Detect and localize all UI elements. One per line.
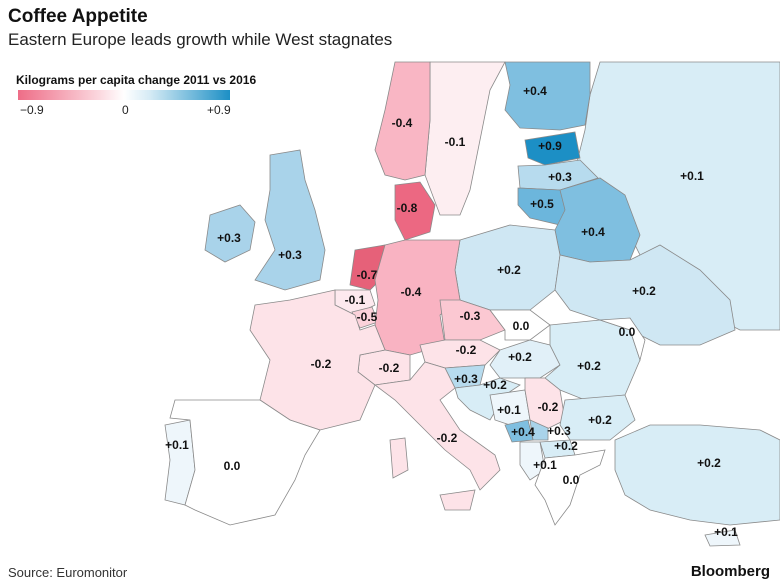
label-lithuania: +0.5: [530, 197, 554, 211]
label-russia: +0.1: [680, 169, 704, 183]
label-moldova: 0.0: [619, 325, 636, 339]
country-bulgaria[interactable]: [559, 394, 636, 441]
label-croatia: +0.2: [483, 378, 507, 392]
country-sweden[interactable]: [374, 61, 431, 181]
label-cyprus: +0.1: [714, 525, 738, 539]
country-estonia[interactable]: [524, 131, 581, 166]
label-portugal: +0.1: [165, 438, 189, 452]
chart-title: Coffee Appetite: [8, 6, 148, 27]
country-denmark[interactable]: [394, 181, 436, 241]
country-finland[interactable]: [504, 61, 591, 131]
label-ukraine: +0.2: [632, 284, 656, 298]
label-romania: +0.2: [577, 359, 601, 373]
country-italy-sardinia[interactable]: [389, 437, 409, 479]
label-hungary: +0.2: [508, 350, 532, 364]
label-belarus: +0.4: [581, 225, 605, 239]
country-serbia[interactable]: [524, 377, 566, 431]
brand-logo: Bloomberg: [690, 563, 770, 580]
label-sweden: -0.4: [392, 116, 413, 130]
country-moldova[interactable]: [599, 317, 646, 362]
label-albania: +0.1: [533, 458, 557, 472]
chart-subtitle: Eastern Europe leads growth while West s…: [8, 30, 393, 49]
label-greece: 0.0: [563, 473, 580, 487]
country-italy-sicily[interactable]: [439, 489, 476, 511]
label-ireland: +0.3: [217, 231, 241, 245]
label-finland: +0.4: [523, 84, 547, 98]
label-kosovo: +0.3: [547, 424, 571, 438]
label-montenegro: +0.4: [511, 425, 535, 439]
label-serbia: -0.2: [538, 400, 559, 414]
legend-color-scale: [18, 90, 230, 100]
label-macedonia: +0.2: [554, 439, 578, 453]
label-latvia: +0.3: [548, 170, 572, 184]
label-bosnia: +0.1: [497, 403, 521, 417]
label-estonia: +0.9: [538, 139, 562, 153]
country-albania[interactable]: [519, 441, 546, 481]
label-norway: -0.1: [445, 135, 466, 149]
country-spain[interactable]: [169, 399, 321, 526]
country-uk[interactable]: [254, 149, 326, 291]
label-france: -0.2: [311, 357, 332, 371]
country-ireland[interactable]: [204, 204, 256, 263]
label-poland: +0.2: [497, 263, 521, 277]
label-switzerland: -0.2: [379, 361, 400, 375]
label-italy: -0.2: [437, 431, 458, 445]
legend-title: Kilograms per capita change 2011 vs 2016: [16, 73, 257, 87]
country-hungary[interactable]: [489, 339, 561, 379]
country-cyprus[interactable]: [704, 529, 741, 547]
country-kosovo[interactable]: [529, 419, 549, 441]
label-luxembourg: -0.5: [357, 310, 378, 324]
label-bulgaria: +0.2: [588, 413, 612, 427]
label-uk: +0.3: [278, 248, 302, 262]
label-spain: 0.0: [224, 459, 241, 473]
label-germany: -0.4: [401, 285, 422, 299]
legend-max-label: +0.9: [207, 103, 231, 117]
label-denmark: -0.8: [397, 201, 418, 215]
country-france[interactable]: [249, 289, 386, 431]
legend-min-label: −0.9: [20, 103, 44, 117]
country-italy[interactable]: [373, 361, 501, 491]
country-greece[interactable]: [534, 449, 606, 526]
label-czechia: -0.3: [460, 309, 481, 323]
europe-map: +0.4 -0.4 -0.1 +0.9 +0.3 +0.1 +0.5 +0.4 …: [0, 60, 780, 550]
label-turkey: +0.2: [697, 456, 721, 470]
label-slovakia: 0.0: [513, 319, 530, 333]
legend-mid-label: 0: [122, 103, 129, 117]
label-slovenia: +0.3: [454, 372, 478, 386]
country-germany[interactable]: [374, 239, 461, 356]
label-belgium: -0.1: [345, 293, 366, 307]
source-note: Source: Euromonitor: [8, 565, 128, 580]
country-turkey[interactable]: [614, 424, 780, 526]
label-austria: -0.2: [456, 343, 477, 357]
label-netherlands: -0.7: [357, 268, 378, 282]
